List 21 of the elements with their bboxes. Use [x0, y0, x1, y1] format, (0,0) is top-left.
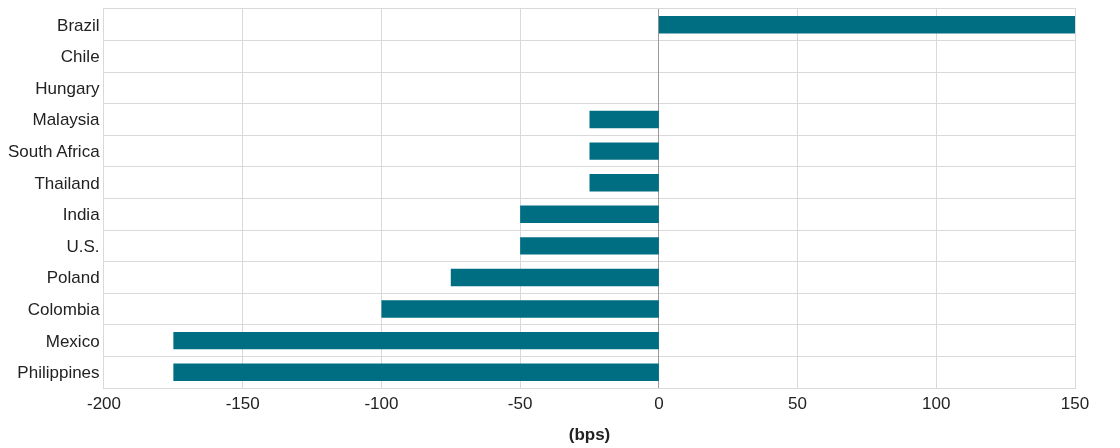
x-tick-label: 0: [654, 394, 664, 414]
y-tick-label: Hungary: [35, 78, 101, 98]
y-tick-label: Philippines: [17, 363, 100, 383]
y-tick-label: Poland: [46, 268, 100, 288]
y-tick-label: India: [62, 205, 101, 225]
x-axis-title: (bps): [568, 424, 611, 444]
y-tick-label: Chile: [60, 47, 100, 67]
x-tick-label: 100: [922, 394, 951, 414]
x-tick-label: -100: [364, 394, 399, 414]
y-tick-label: South Africa: [7, 142, 101, 162]
y-tick-label: Brazil: [57, 15, 100, 35]
x-tick-label: -150: [225, 394, 260, 414]
y-tick-label: Mexico: [45, 331, 100, 351]
y-tick-label: U.S.: [66, 236, 100, 256]
x-tick-label: -200: [86, 394, 122, 414]
y-tick-label: Colombia: [27, 299, 101, 319]
y-tick-label: Thailand: [34, 173, 100, 193]
x-tick-label: 150: [1060, 394, 1090, 414]
x-tick-label: 50: [788, 394, 808, 414]
x-tick-label: -50: [507, 394, 533, 414]
y-tick-label: Malaysia: [32, 110, 101, 130]
